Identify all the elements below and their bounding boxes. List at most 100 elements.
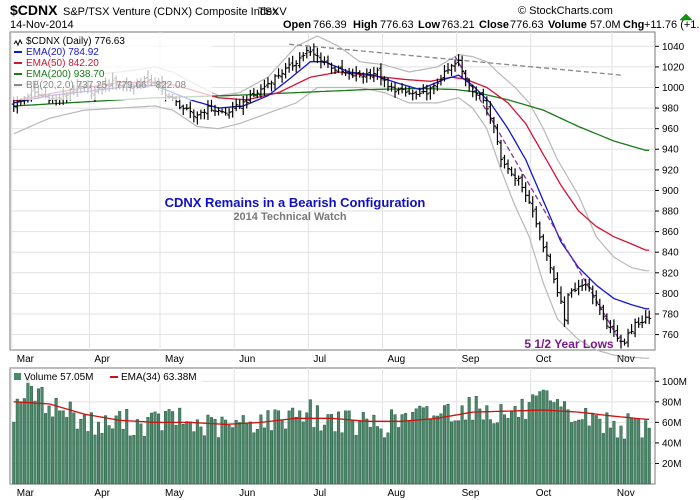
volume-bar (135, 419, 139, 485)
volume-bar (510, 411, 514, 485)
volume-bar (333, 431, 337, 485)
volume-bar (365, 418, 369, 485)
volume-bar (368, 427, 372, 485)
ohlc-bar (551, 266, 556, 284)
ohlc-bar (357, 70, 362, 78)
volume-bar (209, 417, 213, 485)
ohlc-bar (498, 139, 503, 168)
volume-bar (195, 419, 199, 485)
ohlc-bar (477, 92, 482, 99)
month-label: May (165, 354, 184, 365)
volume-bar (566, 409, 570, 485)
volume-bar (397, 427, 401, 485)
ohlc-bar (371, 66, 376, 83)
ohlc-bar (333, 66, 338, 74)
y-tick-label: 800 (662, 289, 679, 300)
ohlc-bar (509, 166, 514, 177)
ohlc-bar (424, 84, 429, 101)
quote-row: Open 766.39 High 776.63 Low 763.21 Close… (283, 13, 700, 31)
volume-bar (266, 410, 270, 485)
volume-bar (520, 398, 524, 485)
ohlc-bar (269, 80, 274, 92)
volume-bar (495, 422, 499, 485)
ohlc-bar (573, 282, 578, 293)
volume-bar (156, 413, 161, 485)
volume-bar (185, 421, 189, 485)
ohlc-bar (435, 78, 440, 91)
ohlc-bar (311, 43, 316, 62)
volume-y-tick-label: 20M (662, 459, 681, 470)
volume-bar (54, 398, 58, 485)
volume-bar (337, 411, 341, 485)
volume-bar (400, 414, 404, 485)
chart-subtitle-annotation: 2014 Technical Watch (233, 211, 346, 223)
volume-bar (644, 420, 648, 485)
volume-bar (351, 420, 355, 485)
volume-bar (615, 437, 619, 485)
month-label: May (165, 488, 184, 499)
month-label: Jul (313, 488, 326, 499)
ohlc-bar (230, 101, 235, 118)
legend-label-volume-ema: EMA(34) 63.38M (121, 372, 197, 383)
legend-label-bb: BB(20,2.0) 737.25 - 779.66 - 822.08 (26, 80, 187, 91)
volume-bar (375, 426, 379, 485)
volume-bar (562, 401, 567, 485)
ohlc-bar (318, 52, 323, 69)
volume-bar (29, 385, 33, 485)
legend-swatch-volume (14, 373, 21, 380)
volume-bar (414, 408, 418, 485)
ohlc-bar (594, 290, 599, 307)
ohlc-bar (428, 86, 433, 100)
ohlc-bar (220, 108, 225, 114)
volume-bar (545, 390, 549, 485)
volume-bar (347, 410, 351, 485)
ohlc-bar (382, 76, 387, 88)
volume-bar (594, 415, 598, 485)
volume-bar (149, 412, 153, 485)
volume-bar (630, 417, 634, 485)
ohlc-bar (626, 328, 631, 348)
volume-bar (252, 432, 256, 485)
ohlc-bar (566, 293, 571, 325)
ohlc-bar (548, 253, 553, 274)
volume-bar (382, 437, 386, 485)
ohlc-bar (569, 288, 574, 298)
ohlc-bar (590, 285, 595, 305)
volume-bar (255, 428, 259, 485)
ohlc-bar (364, 68, 369, 83)
volume-bar (605, 412, 609, 485)
volume-bar (425, 406, 429, 485)
volume-panel: 20M 40M 60M 80M 100M Volume 57.05M EMA(34) 63… (9, 367, 687, 485)
volume-bar (227, 425, 231, 485)
month-label: Aug (387, 488, 405, 499)
ohlc-bar (597, 298, 602, 315)
legend-label-ema200: EMA(200) 938.70 (26, 69, 105, 80)
y-tick-label: 940 (662, 145, 679, 156)
volume-bar (89, 412, 93, 485)
volume-bar (393, 414, 397, 485)
ohlc-bar (188, 101, 193, 119)
ohlc-bar (516, 175, 521, 186)
ohlc-bar (280, 69, 285, 83)
volume-bar (439, 413, 443, 485)
ohlc-bar (403, 86, 408, 97)
month-label: Jun (239, 488, 255, 499)
volume-bar (259, 414, 263, 485)
ohlc-bar (336, 65, 341, 73)
ohlc-bar (361, 72, 366, 84)
volume-bar (65, 417, 69, 485)
volume-bar (277, 410, 281, 485)
legend-label-ema20: EMA(20) 784.92 (26, 47, 99, 58)
volume-bar (531, 394, 535, 485)
volume-bar (601, 433, 605, 485)
month-label: Oct (536, 354, 552, 365)
volume-bar (435, 415, 439, 485)
volume-bar (344, 410, 348, 485)
volume-bar (471, 419, 475, 485)
ohlc-bar (223, 107, 228, 116)
volume-bar (559, 406, 563, 485)
close-label: Close (479, 19, 509, 31)
ohlc-bar (460, 55, 465, 78)
ohlc-bar (506, 159, 511, 174)
